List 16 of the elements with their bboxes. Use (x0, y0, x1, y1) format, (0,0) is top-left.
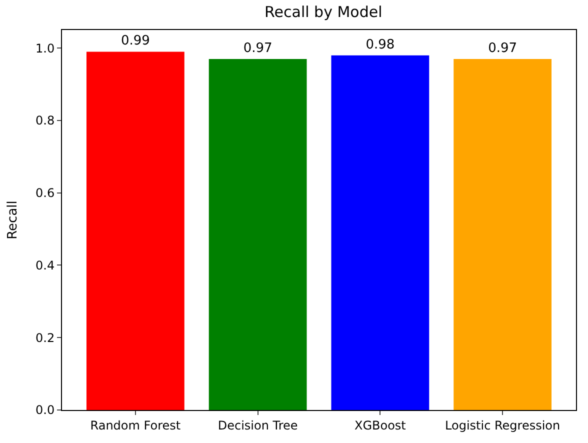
y-axis-title: Recall (5, 200, 20, 240)
y-tick-label: 0.8 (36, 114, 55, 128)
y-tick-label: 0.6 (36, 186, 55, 200)
chart-title: Recall by Model (264, 3, 382, 22)
x-tick-label: Decision Tree (218, 418, 298, 432)
x-tick-label: XGBoost (354, 418, 406, 432)
x-tick-label: Random Forest (90, 418, 181, 432)
y-tick-label: 0.4 (36, 258, 55, 272)
data-label: 0.98 (366, 37, 395, 52)
x-tick-label: Logistic Regression (445, 418, 560, 432)
y-tick-label: 0.0 (36, 403, 55, 418)
y-tick-label: 1.0 (36, 41, 55, 56)
y-tick-label: 0.2 (36, 330, 55, 345)
data-label: 0.97 (243, 40, 272, 56)
data-label: 0.99 (120, 34, 150, 49)
data-label: 0.97 (488, 40, 518, 56)
